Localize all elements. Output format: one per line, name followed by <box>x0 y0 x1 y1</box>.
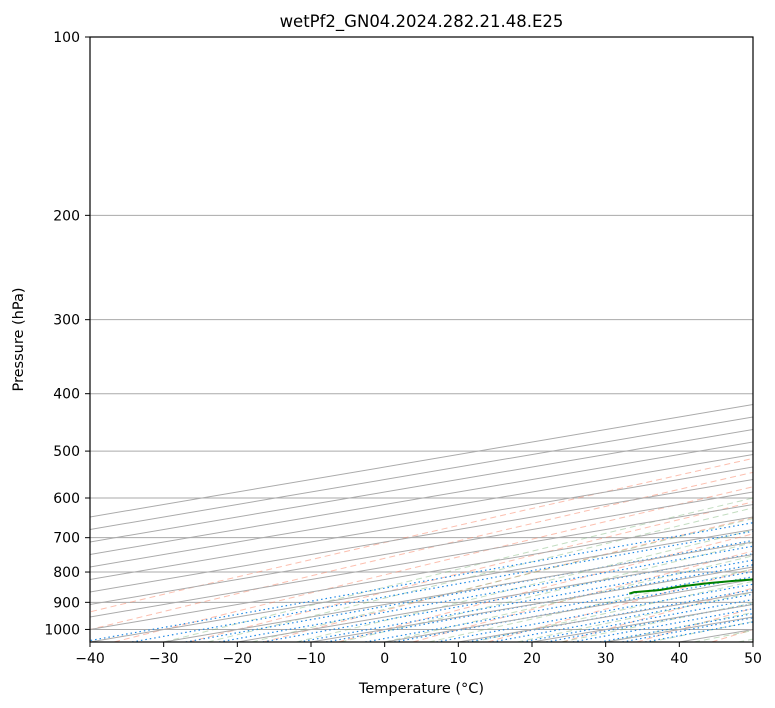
isotherm-line <box>90 441 753 556</box>
x-axis: −40 −30 −20 −10 0 10 20 30 40 50 <box>75 642 762 667</box>
x-tick-label: 50 <box>744 651 762 667</box>
y-tick-label: 500 <box>53 444 80 460</box>
x-tick-label: −30 <box>149 651 179 667</box>
isotherms <box>90 403 753 642</box>
chart-title: wetPf2_GN04.2024.282.21.48.E25 <box>280 12 564 32</box>
plot-background <box>90 37 753 642</box>
y-tick-label: 900 <box>53 595 80 611</box>
moist-adiabat <box>517 592 753 642</box>
moist-adiabat <box>163 497 753 642</box>
isotherm-line <box>752 641 753 642</box>
y-axis: 100 200 300 400 500 600 700 800 900 1000 <box>44 30 90 638</box>
mixing-ratio-line <box>299 559 753 642</box>
y-axis-title: Pressure (hPa) <box>11 287 27 391</box>
isotherm-line <box>90 491 753 606</box>
dry-adiabat <box>188 501 753 642</box>
moist-adiabat <box>428 568 753 642</box>
isotherm-line <box>90 478 753 593</box>
x-tick-label: 0 <box>380 651 389 667</box>
x-tick-label: 40 <box>670 651 688 667</box>
isotherm-line <box>90 516 753 631</box>
x-tick-label: −20 <box>223 651 253 667</box>
y-tick-label: 600 <box>53 491 80 507</box>
mixing-ratio-line <box>185 539 753 642</box>
y-tick-label: 100 <box>53 30 80 46</box>
dry-adiabats <box>90 457 753 642</box>
moist-adiabat <box>251 518 753 642</box>
mixing-ratio-line <box>365 571 753 642</box>
y-tick-label: 1000 <box>44 622 80 638</box>
y-tick-label: 300 <box>53 313 80 329</box>
plot-area: -100-90-80-70-60-50-40-30-20-10010203040… <box>90 37 753 642</box>
isotherm-line <box>90 428 753 543</box>
isotherm-line <box>90 466 753 581</box>
x-axis-title: Temperature (°C) <box>358 681 484 697</box>
isotherm-line <box>90 528 753 642</box>
dry-adiabat <box>113 486 753 642</box>
y-tick-label: 700 <box>53 531 80 547</box>
isotherm-line <box>90 503 753 618</box>
y-tick-label: 800 <box>53 565 80 581</box>
y-tick-label: 200 <box>53 208 80 224</box>
x-tick-label: 30 <box>597 651 615 667</box>
moist-adiabats <box>163 497 753 642</box>
mixing-ratio-line <box>325 564 753 642</box>
moist-adiabat <box>207 507 753 642</box>
moist-adiabat <box>340 542 753 642</box>
mixing-ratio-line <box>262 553 753 642</box>
plot-frame <box>89 36 754 643</box>
mixing-ratio-lines <box>90 522 753 642</box>
x-tick-label: 20 <box>523 651 541 667</box>
x-tick-label: 10 <box>449 651 467 667</box>
y-tick-label: 400 <box>53 387 80 403</box>
x-tick-label: −10 <box>296 651 326 667</box>
x-tick-label: −40 <box>75 651 105 667</box>
isotherm-line <box>90 453 753 568</box>
